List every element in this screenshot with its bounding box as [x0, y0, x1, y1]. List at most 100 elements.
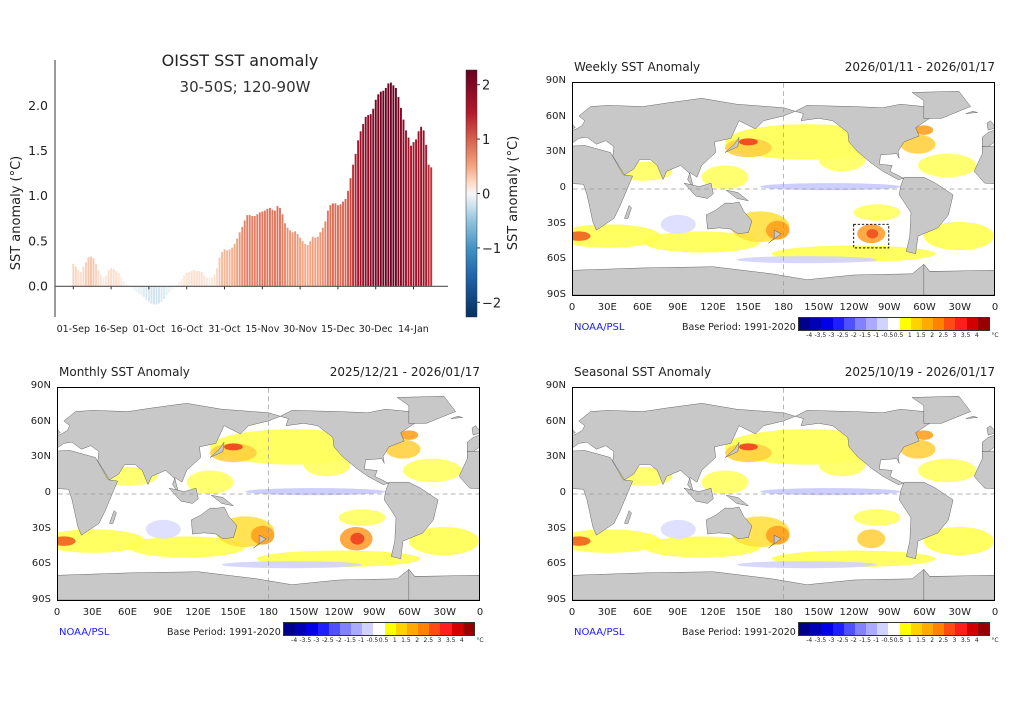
x-tick-label: 30-Dec	[359, 324, 393, 335]
colorbar-label: -2	[335, 637, 342, 644]
land	[573, 403, 796, 493]
bar	[72, 263, 75, 287]
colorbar-swatch	[462, 623, 474, 635]
anomaly-region	[765, 525, 790, 545]
land	[168, 487, 199, 504]
bar	[369, 114, 372, 287]
lon-tick-label: 60E	[117, 607, 138, 618]
bar	[82, 266, 85, 287]
bar	[294, 231, 297, 287]
anomaly-region	[914, 125, 934, 135]
bar	[251, 216, 254, 287]
bar	[188, 271, 191, 287]
sst-anomaly-field	[572, 82, 995, 296]
bar	[180, 279, 183, 287]
lat-tick-label: 0	[559, 182, 566, 193]
colorbar-swatch	[306, 623, 318, 635]
colorbar-label: 0.5	[893, 332, 904, 339]
map-title: Monthly SST Anomaly	[59, 365, 190, 379]
bar	[193, 270, 196, 287]
colorbar-swatch	[440, 623, 452, 635]
colorbar	[798, 317, 990, 331]
colorbar-tick-label: 0	[482, 188, 490, 203]
land	[911, 396, 971, 424]
base-period: Base Period: 1991-2020	[682, 322, 796, 333]
bar	[427, 164, 430, 287]
anomaly-region	[736, 561, 878, 569]
lon-tick-label: 30W	[433, 607, 457, 618]
land	[58, 429, 61, 434]
bar	[238, 232, 241, 287]
lon-tick-label: 120W	[324, 607, 354, 618]
map-dates: 2025/10/19 - 2026/01/17	[844, 365, 995, 379]
lat-tick-label: 0	[44, 487, 51, 498]
credit-link[interactable]: NOAA/PSL	[59, 627, 110, 638]
bar	[223, 249, 226, 287]
lat-tick-label: 90N	[545, 75, 566, 86]
lon-tick-label: 120W	[839, 302, 869, 313]
anomaly-region	[701, 470, 749, 494]
colorbar-swatch	[888, 623, 900, 635]
colorbar-label: 2.5	[938, 332, 949, 339]
lon-tick-label: 0	[53, 607, 61, 618]
land	[724, 137, 740, 153]
bar	[87, 257, 90, 287]
bar	[410, 145, 412, 287]
lon-tick-label: 120E	[185, 607, 211, 618]
bar	[226, 250, 229, 287]
land	[573, 429, 576, 434]
bar	[203, 275, 206, 287]
anomaly-region	[914, 430, 934, 440]
credit-link[interactable]: NOAA/PSL	[574, 627, 625, 638]
lon-tick-label: 90W	[877, 607, 901, 618]
lon-tick-label: 150E	[220, 607, 246, 618]
colorbar	[283, 622, 475, 636]
land	[624, 205, 632, 219]
colorbar-label: -3.5	[814, 637, 827, 644]
colorbar-swatch	[899, 623, 911, 635]
lon-tick-label: 180	[258, 607, 279, 618]
lat-tick-label: 90N	[30, 380, 51, 391]
bar	[241, 226, 244, 287]
colorbar-label: -1	[358, 637, 365, 644]
colorbar-swatch	[866, 623, 878, 635]
bar	[324, 221, 327, 287]
land	[191, 506, 238, 539]
bar	[74, 266, 77, 287]
anomaly-region	[250, 525, 275, 545]
bar	[79, 271, 82, 287]
land	[726, 190, 749, 201]
land	[986, 425, 994, 436]
bar-chart: OISST SST anomaly 30-50S; 120-90W 2.0 1.5 1.…	[9, 51, 521, 335]
credit-link[interactable]: NOAA/PSL	[574, 322, 625, 333]
bar	[122, 280, 125, 287]
bar	[221, 252, 223, 287]
bar	[352, 164, 355, 287]
x-tick-label: 31-Oct	[208, 324, 240, 335]
colorbar-swatch	[810, 623, 822, 635]
land	[768, 229, 782, 244]
colorbar-tick-label: 2	[482, 79, 490, 94]
lon-tick-label: 90E	[668, 607, 688, 618]
land	[573, 264, 994, 295]
anomaly-region	[917, 153, 977, 178]
colorbar-swatch	[933, 623, 945, 635]
colorbar-label: 2	[930, 332, 935, 339]
x-tick-label: 16-Oct	[171, 324, 203, 335]
lon-tick-label: 120E	[700, 607, 726, 618]
lon-tick-label: 60W	[398, 607, 421, 618]
colorbar-label: -2.5	[321, 637, 334, 644]
bar	[233, 243, 236, 287]
chart-title: OISST SST anomaly	[162, 51, 319, 70]
y-tick-label: 1.0	[28, 188, 48, 203]
map-seasonal: Seasonal SST Anomaly 2025/10/19 - 2026/01…	[546, 365, 999, 644]
anomaly-region	[923, 221, 994, 251]
anomaly-region	[186, 470, 234, 494]
colorbar-swatch	[799, 623, 811, 635]
bar	[342, 201, 344, 287]
anomaly-region	[303, 452, 351, 477]
land	[965, 416, 978, 419]
land	[724, 442, 740, 458]
colorbar-swatch	[317, 623, 329, 635]
colorbar-label: -2.5	[836, 637, 849, 644]
